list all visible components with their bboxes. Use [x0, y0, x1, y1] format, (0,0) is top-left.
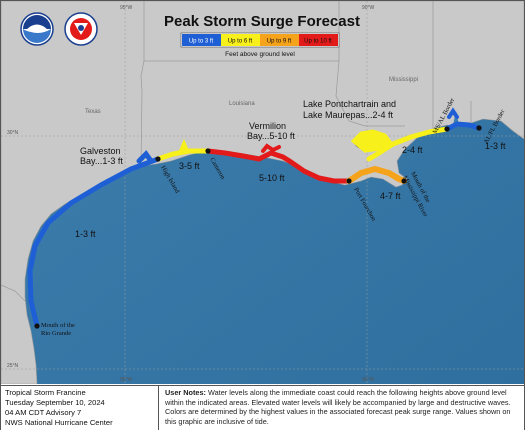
- point-ms-al-border: [444, 126, 450, 132]
- label-tx-coast: 1-3 ft: [75, 229, 96, 239]
- map-area: 30°N 25°N 95°W 90°W 95°W 90°W Texas Loui…: [1, 1, 524, 384]
- place-mouth-rio-grande-2: Rio Grande: [41, 330, 71, 337]
- legend-label-3ft: Up to 3 ft: [189, 39, 214, 45]
- label-cameron-fourchon: 5-10 ft: [259, 173, 285, 183]
- label-galveston-bay-1: Galveston: [80, 146, 121, 156]
- advisory-date: Tuesday September 10, 2024: [5, 398, 105, 407]
- surge-band-lower-delta: [346, 166, 407, 184]
- legend-label-6ft: Up to 6 ft: [228, 39, 253, 45]
- point-mouth-mississippi: [401, 178, 407, 184]
- legend: Up to 3 ft Up to 6 ft Up to 9 ft Up to 1…: [180, 32, 340, 58]
- surge-band-texas-coast: [27, 156, 161, 329]
- advisory-time: 04 AM CDT Advisory 7: [5, 408, 82, 417]
- nws-logo: [64, 12, 98, 46]
- legend-caption: Feet above ground level: [225, 51, 295, 58]
- label-pontchartrain-1: Lake Pontchartrain and: [303, 99, 396, 109]
- label-vermilion-bay-2: Bay...5-10 ft: [247, 131, 295, 141]
- legend-swatch-6ft: [221, 34, 260, 46]
- surge-band-sabine-lake: [179, 138, 189, 153]
- surge-band-al-fl: [444, 121, 482, 132]
- advisory-info: Tropical Storm Francine Tuesday Septembe…: [1, 386, 159, 430]
- map-canvas: 30°N 25°N 95°W 90°W 95°W 90°W Texas Loui…: [1, 1, 524, 384]
- label-ms-coast: 2-4 ft: [402, 145, 423, 155]
- grid-label-90w: 90°W: [362, 5, 375, 11]
- legend-label-10ft: Up to 10 ft: [304, 39, 332, 45]
- legend-swatch-9ft: [260, 34, 299, 46]
- grid-label-90w-bottom: 90°W: [362, 377, 375, 383]
- storm-name: Tropical Storm Francine: [5, 388, 86, 397]
- point-cameron: [205, 148, 211, 154]
- label-mouth-east: 4-7 ft: [380, 191, 401, 201]
- point-port-fourchon: [346, 178, 352, 184]
- noaa-logo: [20, 12, 54, 46]
- state-label-louisiana: Louisiana: [229, 101, 255, 107]
- user-notes: User Notes: Water levels along the immed…: [162, 386, 522, 430]
- grid-label-25n: 25°N: [7, 363, 19, 369]
- legend-swatch-10ft: [299, 34, 338, 46]
- surge-band-cameron-fourchon: [205, 148, 352, 184]
- user-notes-text: Water levels along the immediate coast c…: [165, 388, 511, 426]
- label-vermilion-bay-1: Vermilion: [249, 121, 286, 131]
- place-mouth-rio-grande-1: Mouth of the: [41, 322, 75, 329]
- label-pontchartrain-2: Lake Maurepas...2-4 ft: [303, 110, 394, 120]
- label-galveston-bay-2: Bay...1-3 ft: [80, 156, 123, 166]
- point-al-fl-border: [476, 125, 482, 131]
- la-ms-border: [335, 1, 405, 127]
- grid-label-95w: 95°W: [120, 5, 133, 11]
- state-label-texas: Texas: [85, 109, 101, 115]
- map-title: Peak Storm Surge Forecast: [164, 13, 360, 30]
- legend-swatch-3ft: [182, 34, 221, 46]
- surge-band-vermilion-bay: [261, 143, 281, 153]
- us-mexico-border: [1, 284, 26, 302]
- state-label-mississippi: Mississippi: [389, 77, 418, 83]
- point-high-island: [155, 156, 161, 162]
- grid-label-95w-bottom: 95°W: [120, 377, 133, 383]
- grid-label-30n: 30°N: [7, 130, 19, 136]
- footer: Tropical Storm Francine Tuesday Septembe…: [1, 385, 524, 430]
- point-rio-grande: [34, 323, 40, 329]
- surge-area-lake-pontchartrain: [350, 129, 394, 153]
- user-notes-heading: User Notes:: [165, 388, 206, 397]
- issuing-office: NWS National Hurricane Center: [5, 418, 113, 427]
- surge-band-mississippi-coast: [366, 126, 450, 162]
- surge-band-galveston-bay: [136, 150, 154, 164]
- legend-label-9ft: Up to 9 ft: [267, 39, 292, 45]
- label-al-fl: 1-3 ft: [485, 141, 506, 151]
- tx-la-border: [140, 1, 145, 167]
- surge-band-mobile-bay: [447, 107, 459, 119]
- label-high-island-cameron: 3-5 ft: [179, 161, 200, 171]
